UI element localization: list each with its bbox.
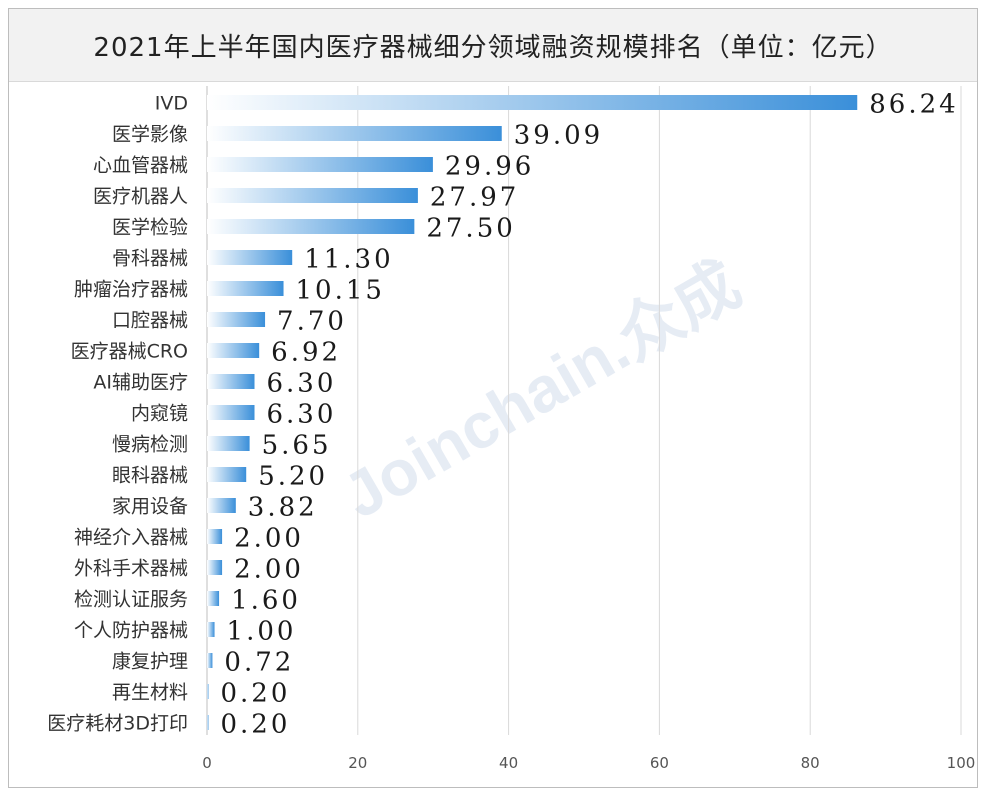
category-label: 康复护理: [112, 651, 188, 673]
value-label: 1.00: [227, 617, 297, 647]
bar-13: [207, 498, 236, 513]
category-label: 口腔器械: [112, 310, 188, 332]
bar-12: [207, 467, 247, 482]
x-tick-label: 100: [947, 754, 976, 772]
value-label: 27.50: [426, 214, 515, 244]
category-label: 眼科器械: [112, 465, 188, 487]
category-label: 神经介入器械: [74, 527, 188, 549]
bar-16: [207, 591, 220, 606]
value-labels: 86.2439.0929.9627.9727.5011.3010.157.706…: [221, 90, 958, 740]
value-label: 5.20: [258, 462, 328, 492]
value-label: 1.60: [231, 586, 301, 616]
chart-title: 2021年上半年国内医疗器械细分领域融资规模排名（单位：亿元）: [93, 32, 893, 63]
category-label: 心血管器械: [93, 155, 188, 177]
value-label: 6.30: [267, 369, 337, 399]
bar-10: [207, 405, 255, 420]
category-labels: IVD 医学影像心血管器械医疗机器人医学检验骨科器械肿瘤治疗器械口腔器械医疗器械C…: [47, 93, 188, 735]
category-label: 医疗器械CRO: [71, 341, 188, 363]
x-tick-label: 0: [202, 754, 212, 772]
category-label: 外科手术器械: [74, 558, 188, 580]
bar-11: [207, 436, 250, 451]
bars: [207, 95, 858, 730]
bar-3: [207, 188, 418, 203]
category-label: IVD: [155, 93, 188, 115]
x-tick-label: 60: [650, 754, 669, 772]
bar-1: [207, 126, 502, 141]
x-axis-ticks: 0 20 40 60 80 100: [202, 754, 975, 772]
category-label: 内窥镜: [131, 403, 188, 425]
value-label: 39.09: [514, 121, 603, 151]
value-label: 86.24: [869, 90, 958, 120]
bar-17: [207, 622, 215, 637]
x-tick-label: 40: [499, 754, 518, 772]
bar-5: [207, 250, 293, 265]
value-label: 10.15: [296, 276, 385, 306]
category-label: 医疗耗材3D打印: [47, 713, 188, 735]
value-label: 0.20: [221, 679, 291, 709]
bar-20: [207, 715, 209, 730]
bar-14: [207, 529, 223, 544]
category-label: 再生材料: [112, 682, 188, 704]
value-label: 3.82: [248, 493, 318, 523]
value-label: 7.70: [277, 307, 347, 337]
category-label: 医学影像: [112, 124, 188, 146]
bar-6: [207, 281, 284, 296]
value-label: 0.20: [221, 710, 291, 740]
bar-4: [207, 219, 415, 234]
value-label: 2.00: [234, 524, 304, 554]
value-label: 6.30: [267, 400, 337, 430]
value-label: 5.65: [262, 431, 332, 461]
bar-18: [207, 653, 213, 668]
bar-19: [207, 684, 209, 699]
bar-0: [207, 95, 858, 110]
value-label: 29.96: [445, 152, 534, 182]
value-label: 2.00: [234, 555, 304, 585]
watermark-layer: Joinchain.众成: [331, 248, 752, 533]
category-label: 医疗机器人: [93, 186, 188, 208]
bar-15: [207, 560, 223, 575]
value-label: 0.72: [224, 648, 294, 678]
category-label: 骨科器械: [112, 248, 188, 270]
value-label: 27.97: [430, 183, 519, 213]
bar-8: [207, 343, 260, 358]
category-label: 慢病检测: [112, 434, 188, 456]
category-label: 家用设备: [112, 496, 188, 518]
bar-7: [207, 312, 266, 327]
title-bar: 2021年上半年国内医疗器械细分领域融资规模排名（单位：亿元）: [9, 9, 977, 82]
watermark-text: Joinchain.众成: [331, 248, 752, 533]
value-label: 6.92: [271, 338, 341, 368]
category-label: 检测认证服务: [74, 589, 188, 611]
value-label: 11.30: [304, 245, 393, 275]
x-tick-label: 80: [801, 754, 820, 772]
category-label: 肿瘤治疗器械: [74, 279, 188, 301]
bar-9: [207, 374, 255, 389]
x-tick-label: 20: [348, 754, 367, 772]
category-label: 医学检验: [112, 217, 188, 239]
bar-2: [207, 157, 433, 172]
category-label: AI辅助医疗: [93, 372, 188, 394]
category-label: 个人防护器械: [74, 620, 188, 642]
